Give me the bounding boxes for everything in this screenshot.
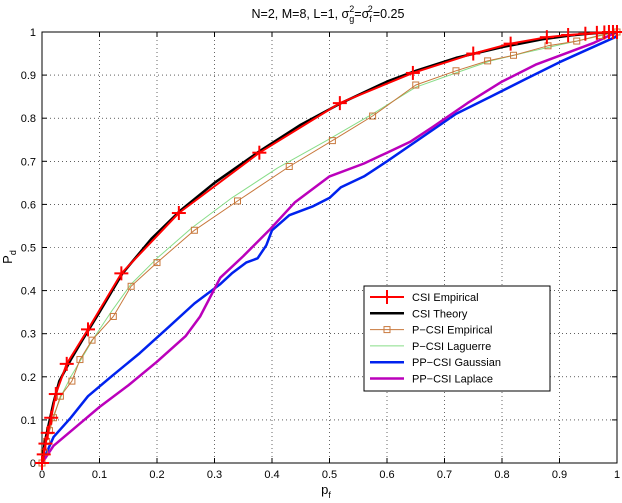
data-point-csi-empirical [81, 322, 95, 337]
series-pp-csi-gaussian [40, 35, 618, 464]
data-point-p-csi-empirical [88, 336, 96, 344]
data-point-p-csi-empirical [544, 42, 552, 50]
y-tick-label: 0.9 [21, 70, 36, 82]
x-axis-label: pf [321, 482, 331, 500]
data-point-p-csi-empirical [573, 37, 581, 45]
legend-marker [380, 290, 394, 304]
y-axis-label: Pd [0, 250, 18, 264]
data-point-csi-empirical [36, 447, 51, 462]
x-tick-label: 0.7 [437, 469, 452, 481]
chart-title: N=2, M=8, L=1, σg2=σf2=0.25 [252, 4, 405, 24]
legend-item-pp-csi-laplace: PP−CSI Laplace [370, 374, 493, 386]
y-tick-label: 0.7 [21, 156, 36, 168]
x-tick-label: 0.9 [552, 469, 567, 481]
data-point-csi-empirical [48, 387, 63, 402]
data-point-p-csi-empirical [234, 197, 241, 205]
legend-label: CSI Empirical [412, 292, 479, 304]
y-tick-label: 0.1 [21, 415, 36, 427]
legend-item-p-csi-laguerre: P−CSI Laguerre [370, 341, 491, 353]
legend-label: P−CSI Empirical [412, 325, 492, 337]
data-point-p-csi-empirical [153, 259, 161, 267]
x-tick-label: 0.1 [92, 469, 107, 481]
legend-box [363, 285, 551, 392]
data-point-p-csi-empirical [369, 112, 377, 120]
data-point-p-csi-empirical [127, 282, 135, 290]
y-tick-label: 0.2 [21, 372, 36, 384]
legend-label: CSI Theory [412, 308, 468, 320]
data-point-p-csi-empirical [76, 356, 84, 364]
data-point-csi-empirical [405, 65, 420, 80]
y-tick-label: 0.3 [21, 329, 36, 341]
axis-ticks: 0 0.1 0.2 0.3 0.4 0.5 0.6 0.7 0.8 0.9 1 0 0.1 0.2 0.3 0… [21, 27, 620, 481]
series-layer [35, 25, 622, 470]
series-pp-csi-laplace [40, 30, 618, 464]
y-tick-label: 0.4 [21, 286, 36, 298]
y-tick-label: 0.8 [21, 113, 36, 125]
legend-item-pp-csi-gaussian: PP−CSI Gaussian [370, 357, 501, 369]
data-point-csi-empirical [539, 30, 554, 45]
data-point-p-csi-empirical [68, 377, 76, 385]
data-point-p-csi-empirical [190, 226, 198, 234]
x-tick-label: 0.5 [322, 469, 337, 481]
x-tick-label: 0.8 [494, 469, 509, 481]
data-point-p-csi-empirical [328, 137, 336, 145]
data-point-csi-empirical [171, 206, 186, 221]
grid-lines [42, 32, 617, 463]
data-point-csi-empirical [252, 145, 267, 160]
legend: CSI Empirical CSI Theory P−CSI Empirical P−… [363, 285, 551, 392]
data-point-csi-empirical [466, 46, 481, 61]
y-tick-label: 0 [30, 458, 36, 470]
legend-label: P−CSI Laguerre [412, 341, 491, 353]
series-csi-empirical [35, 25, 622, 470]
x-tick-label: 1 [614, 469, 620, 481]
legend-label: PP−CSI Laplace [412, 374, 493, 386]
data-point-csi-empirical [561, 28, 576, 43]
x-tick-label: 0 [39, 469, 45, 481]
data-point-csi-empirical [38, 436, 53, 451]
y-tick-label: 1 [30, 27, 36, 39]
data-point-p-csi-empirical [412, 81, 420, 89]
data-point-p-csi-empirical [109, 312, 117, 320]
y-tick-label: 0.5 [21, 243, 36, 255]
x-tick-label: 0.4 [264, 469, 279, 481]
data-point-csi-empirical [40, 425, 55, 440]
x-tick-label: 0.3 [207, 469, 222, 481]
legend-marker [383, 326, 391, 334]
legend-item-csi-empirical: CSI Empirical [370, 290, 479, 304]
data-point-csi-empirical [35, 456, 49, 470]
data-point-p-csi-empirical [452, 67, 460, 75]
data-point-p-csi-empirical [510, 51, 517, 59]
data-point-csi-empirical [503, 36, 518, 51]
series-line-pp-csi-laplace [40, 30, 618, 464]
data-point-csi-empirical [44, 410, 59, 425]
data-point-p-csi-empirical [484, 57, 492, 65]
data-point-csi-empirical [332, 96, 347, 111]
series-line-pp-csi-gaussian [40, 35, 618, 464]
legend-item-csi-theory: CSI Theory [370, 308, 468, 320]
data-point-csi-empirical [59, 356, 74, 371]
x-tick-label: 0.6 [379, 469, 394, 481]
data-point-p-csi-empirical [285, 162, 293, 170]
y-tick-label: 0.6 [21, 199, 36, 211]
legend-item-p-csi-empirical: P−CSI Empirical [370, 325, 492, 337]
data-point-csi-empirical [610, 25, 622, 39]
legend-label: PP−CSI Gaussian [412, 357, 501, 369]
data-point-csi-empirical [114, 266, 129, 281]
x-tick-label: 0.2 [149, 469, 164, 481]
